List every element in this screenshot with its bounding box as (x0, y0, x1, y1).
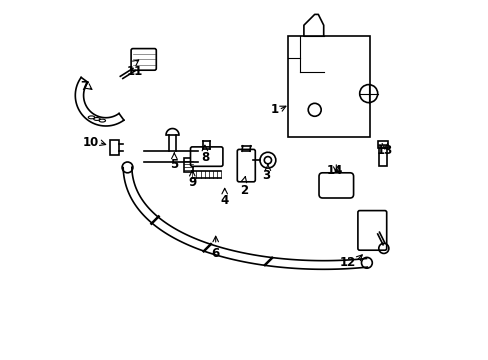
FancyBboxPatch shape (318, 173, 353, 198)
FancyBboxPatch shape (357, 211, 386, 250)
Text: 10: 10 (82, 136, 99, 149)
FancyBboxPatch shape (379, 148, 386, 166)
Text: 4: 4 (220, 194, 228, 207)
Text: 9: 9 (188, 176, 196, 189)
FancyBboxPatch shape (190, 147, 223, 166)
Text: 5: 5 (170, 158, 178, 171)
Text: 13: 13 (376, 144, 392, 157)
FancyBboxPatch shape (131, 49, 156, 70)
Text: 14: 14 (325, 164, 342, 177)
Text: 7: 7 (80, 80, 88, 93)
Text: 12: 12 (339, 256, 355, 269)
Text: 2: 2 (240, 184, 248, 197)
FancyBboxPatch shape (287, 36, 370, 137)
Text: 6: 6 (211, 247, 220, 260)
Text: 3: 3 (262, 169, 269, 182)
Text: 1: 1 (270, 103, 278, 116)
FancyBboxPatch shape (110, 140, 119, 155)
Text: 11: 11 (126, 65, 142, 78)
FancyBboxPatch shape (184, 158, 193, 172)
FancyBboxPatch shape (378, 141, 387, 148)
FancyBboxPatch shape (237, 149, 255, 182)
Text: 8: 8 (201, 151, 208, 164)
